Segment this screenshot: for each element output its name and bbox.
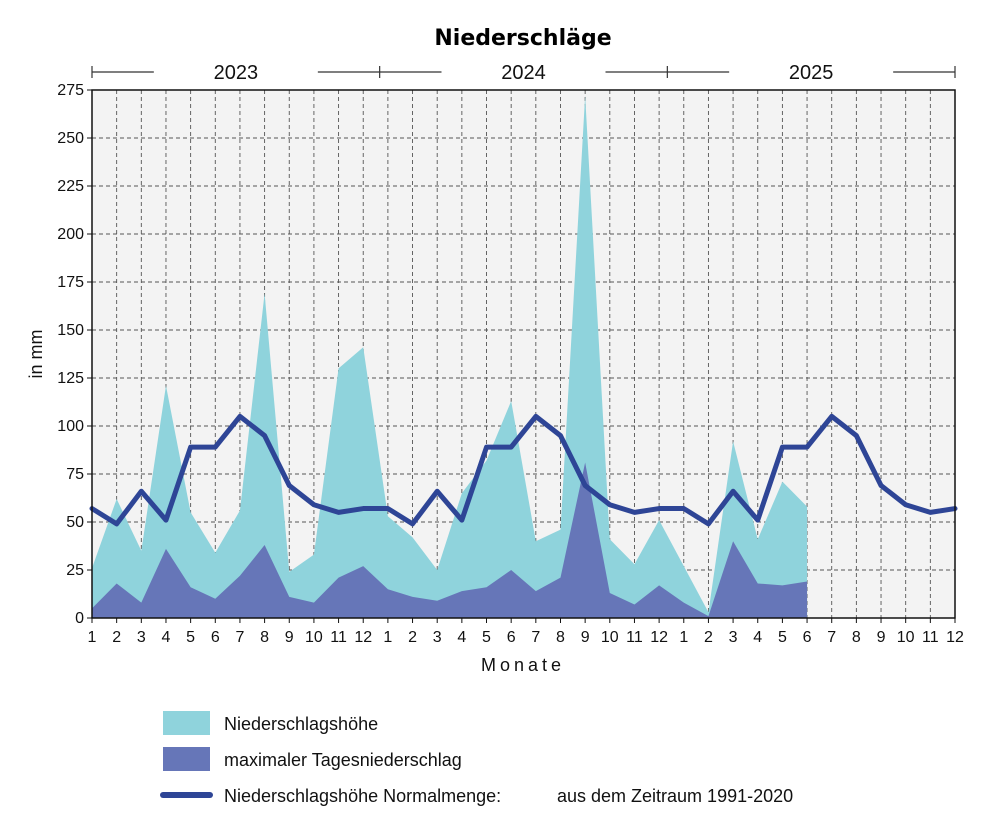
y-axis: 0 25 50 75 100 125 150 175 200 225 250 275 <box>57 82 92 627</box>
y-axis-label: in mm <box>26 330 46 379</box>
year-label: 2023 <box>214 62 259 84</box>
x-tick-label: 11 <box>330 629 347 646</box>
x-tick-label: 6 <box>211 629 220 646</box>
x-tick-label: 3 <box>433 629 442 646</box>
x-tick-label: 6 <box>803 629 812 646</box>
x-tick-label: 11 <box>626 629 643 646</box>
legend-label-tagesniederschlag: maximaler Tagesniederschlag <box>224 750 462 770</box>
legend-swatch-niederschlagshoehe <box>163 711 210 735</box>
x-tick-label: 4 <box>162 629 171 646</box>
y-tick-label: 0 <box>75 610 84 627</box>
y-tick-label: 225 <box>57 178 84 195</box>
x-tick-label: 4 <box>457 629 466 646</box>
x-tick-label: 6 <box>507 629 516 646</box>
area-series-0 <box>92 95 808 618</box>
y-tick-label: 75 <box>66 466 84 483</box>
y-tick-label: 200 <box>57 226 84 243</box>
y-tick-label: 125 <box>57 370 84 387</box>
x-tick-label: 3 <box>729 629 738 646</box>
chart-title: Niederschläge <box>434 26 611 51</box>
x-tick-label: 2 <box>408 629 417 646</box>
y-tick-label: 150 <box>57 322 84 339</box>
grid <box>92 90 955 618</box>
x-tick-label: 9 <box>877 629 886 646</box>
x-tick-label: 12 <box>354 629 372 646</box>
x-tick-label: 12 <box>946 629 964 646</box>
x-tick-label: 7 <box>531 629 540 646</box>
x-tick-label: 8 <box>852 629 861 646</box>
x-tick-label: 8 <box>260 629 269 646</box>
x-tick-label: 1 <box>88 629 97 646</box>
x-tick-label: 4 <box>753 629 762 646</box>
year-label: 2024 <box>501 62 546 84</box>
y-tick-label: 25 <box>66 562 84 579</box>
y-tick-label: 250 <box>57 130 84 147</box>
x-tick-label: 10 <box>305 629 323 646</box>
x-tick-label: 5 <box>186 629 195 646</box>
x-axis-label: Monate <box>481 655 565 675</box>
x-tick-label: 1 <box>679 629 688 646</box>
x-tick-label: 11 <box>922 629 939 646</box>
x-tick-label: 2 <box>704 629 713 646</box>
areas <box>92 95 808 618</box>
legend-label-niederschlagshoehe: Niederschlagshöhe <box>224 714 378 734</box>
area-series-1 <box>92 462 808 618</box>
x-tick-label: 9 <box>285 629 294 646</box>
x-tick-label: 10 <box>897 629 915 646</box>
legend-swatch-tagesniederschlag <box>163 747 210 771</box>
x-tick-label: 2 <box>112 629 121 646</box>
x-tick-label: 7 <box>827 629 836 646</box>
year-label: 2025 <box>789 62 834 84</box>
x-tick-label: 5 <box>482 629 491 646</box>
plot-frame <box>91 89 956 619</box>
y-tick-label: 100 <box>57 418 84 435</box>
x-tick-label: 1 <box>383 629 392 646</box>
legend: Niederschlagshöhe maximaler Tagesnieders… <box>160 711 793 806</box>
x-tick-label: 3 <box>137 629 146 646</box>
x-tick-label: 10 <box>601 629 619 646</box>
line-series-2 <box>89 413 958 527</box>
x-tick-label: 7 <box>235 629 244 646</box>
x-tick-label: 5 <box>778 629 787 646</box>
y-tick-label: 275 <box>57 82 84 99</box>
x-axis: 1 2 3 4 5 6 7 8 9 10 11 12 1 2 3 4 5 6 7 8 9 10 11 12 1 2 3 4 5 6 7 8 9 1… <box>88 618 964 646</box>
legend-note-normalmenge: aus dem Zeitraum 1991-2020 <box>557 786 793 806</box>
x-tick-label: 8 <box>556 629 565 646</box>
y-tick-label: 175 <box>57 274 84 291</box>
x-tick-label: 9 <box>581 629 590 646</box>
legend-label-normalmenge: Niederschlagshöhe Normalmenge: <box>224 786 501 806</box>
normal-line <box>89 413 958 527</box>
x-tick-label: 12 <box>650 629 668 646</box>
y-tick-label: 50 <box>66 514 84 531</box>
year-bands: 2023 2024 2025 <box>91 62 956 84</box>
